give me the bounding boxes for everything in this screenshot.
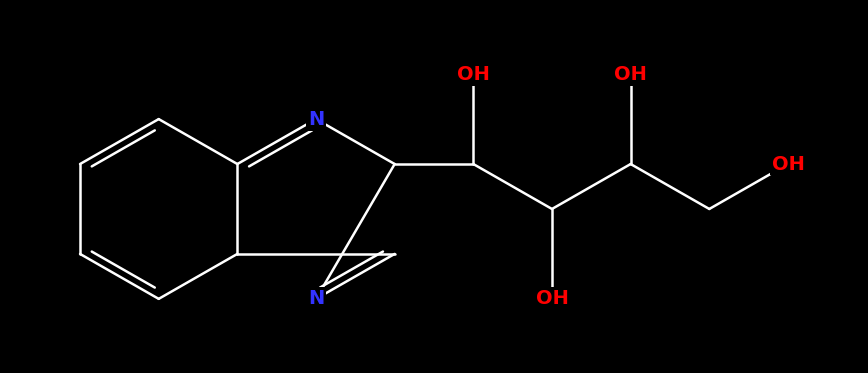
- Text: N: N: [308, 110, 324, 129]
- Text: OH: OH: [536, 289, 569, 308]
- Text: OH: OH: [772, 154, 805, 173]
- Text: N: N: [308, 289, 324, 308]
- Text: OH: OH: [457, 65, 490, 84]
- Text: OH: OH: [615, 65, 647, 84]
